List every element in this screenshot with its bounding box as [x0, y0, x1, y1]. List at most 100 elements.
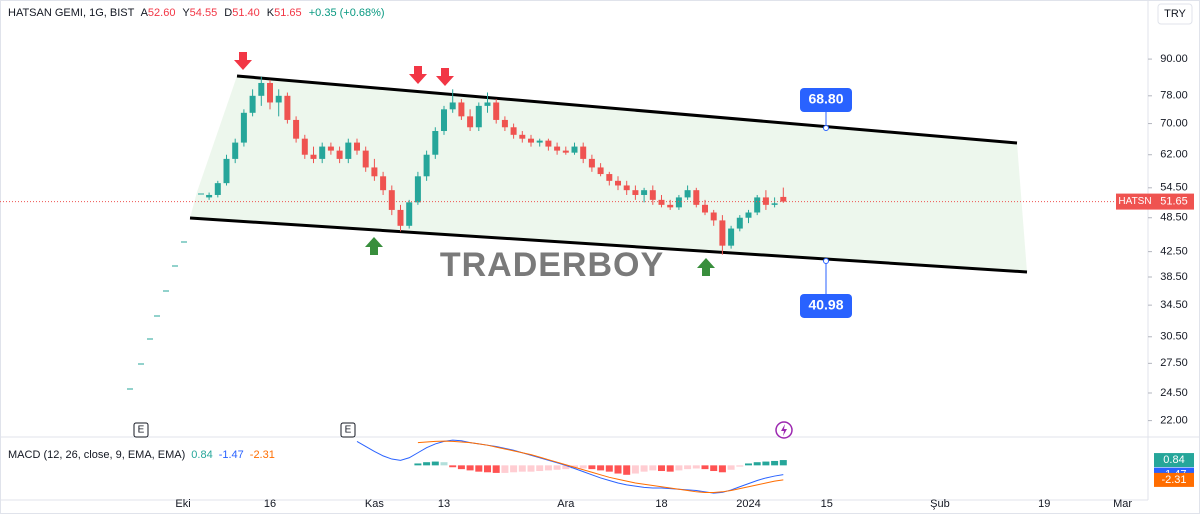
candle-body: [641, 190, 648, 195]
candle-body: [501, 119, 508, 128]
macd-histogram-bar: [684, 465, 692, 470]
macd-histogram-bar: [597, 465, 605, 471]
candle-body: [771, 203, 778, 205]
last-price-badge: 51.65: [1160, 195, 1188, 207]
candle-body: [345, 142, 352, 159]
macd-histogram-bar: [457, 465, 465, 470]
plot: HATSN 51.65 68.80 40.98 MACD (12, 26, close,…: [0, 76, 1194, 494]
macd-legend: MACD (12, 26, close, 9, EMA, EMA) 0.84 -1.…: [8, 449, 275, 461]
channel-lower: [189, 216, 1028, 274]
macd-histogram-bar: [701, 465, 709, 470]
macd-histogram-bar: [449, 465, 457, 468]
x-tick-label: Şub: [930, 498, 950, 510]
low: 51.40: [232, 7, 260, 19]
candle-body: [249, 95, 256, 113]
macd-histogram-bar: [501, 465, 509, 473]
macd-histogram-bar: [762, 461, 770, 466]
candle-body: [223, 158, 230, 184]
x-tick-label: 15: [821, 498, 833, 510]
symbol: HATSAN GEMI, 1G, BIST: [8, 7, 135, 19]
macd-histogram-bar: [675, 465, 683, 471]
candle-body: [719, 220, 726, 246]
candle-body: [240, 112, 247, 143]
candle-body: [588, 158, 595, 168]
candle-body: [658, 199, 665, 205]
macd-histogram-bar: [510, 465, 518, 473]
open: 52.60: [148, 7, 176, 19]
channel-point: [823, 257, 829, 264]
macd-histogram-bar: [745, 463, 752, 466]
macd-histogram-bar: [431, 461, 439, 466]
candle-body: [632, 190, 639, 195]
candle-body: [615, 180, 621, 186]
macd-badge: 0.84: [1163, 454, 1184, 466]
candle-body: [710, 212, 717, 221]
symbol-badge: HATSN: [1118, 196, 1151, 207]
candle-body: [327, 146, 334, 151]
candle-body: [745, 212, 752, 218]
open-label: A: [141, 7, 149, 19]
x-tick-label: 13: [438, 498, 450, 510]
macd-histogram-bar: [736, 465, 744, 467]
currency[interactable]: TRY: [1164, 8, 1186, 20]
macd-legend-value: MACD (12, 26, close, 9, EMA, EMA): [8, 449, 185, 461]
x-tick-label: 2024: [736, 498, 760, 510]
y-tick-label: 70.00: [1160, 117, 1188, 129]
currency-button[interactable]: [1157, 3, 1193, 25]
symbol-badge-bg: [1116, 193, 1154, 210]
event[interactable]: E: [138, 425, 145, 436]
macd-histogram-bar: [640, 465, 648, 472]
candle-body: [371, 167, 378, 177]
candle-body: [423, 154, 430, 177]
low-label: D: [224, 7, 232, 19]
arrows: [234, 52, 715, 276]
y-tick-label: 27.50: [1160, 357, 1188, 369]
candle-body: [649, 190, 656, 200]
candle-body: [258, 82, 265, 96]
macd-legend-value: 0.84: [191, 449, 212, 461]
candle-body: [380, 176, 387, 191]
macd-histogram-bar: [623, 465, 631, 475]
candle-body: [432, 131, 439, 155]
candle-body: [780, 196, 787, 202]
macd-histogram-bar: [553, 465, 561, 470]
channel-label: 68.80: [808, 91, 843, 107]
macd-signal-line: [417, 440, 784, 493]
macd-histogram-bar: [423, 462, 431, 466]
x-tick-label: Mar: [1113, 498, 1132, 510]
event[interactable]: E: [345, 425, 352, 436]
y-tick-label: 30.50: [1160, 331, 1188, 343]
macd-histogram-bar: [484, 465, 491, 473]
candle-body: [510, 127, 517, 135]
candle-body: [301, 138, 308, 155]
last-price-badge-bg: [1154, 193, 1194, 210]
channel-label-bg: [800, 293, 852, 318]
change: +0.35 (+0.68%): [309, 7, 385, 19]
x-tick-label: Eki: [175, 498, 190, 510]
candle-body: [449, 102, 456, 110]
channel-label: 40.98: [808, 297, 843, 313]
y-tick-label: 62.00: [1160, 149, 1188, 161]
event-badge[interactable]: [340, 422, 356, 438]
close: 51.65: [274, 7, 302, 19]
candle-body: [684, 190, 691, 198]
macd-histogram-bar: [614, 465, 622, 474]
macd-badge: -2.31: [1161, 474, 1186, 486]
candle-body: [519, 134, 526, 139]
event-badge[interactable]: [133, 422, 149, 438]
macd-histogram-bar: [658, 465, 665, 472]
macd-histogram-bar: [475, 465, 483, 472]
macd-badge-bg: [1154, 453, 1194, 468]
candle-body: [484, 102, 491, 106]
macd-histogram-bar: [771, 460, 779, 466]
candle-body: [310, 154, 317, 159]
high-label: Y: [182, 7, 190, 19]
candle-body: [414, 176, 421, 203]
candle-body: [693, 190, 700, 205]
candle-body: [406, 202, 413, 226]
macd-histogram-bar: [492, 465, 500, 473]
candle-body: [736, 217, 743, 229]
x-tick-label: 19: [1038, 498, 1050, 510]
candle-body: [754, 197, 761, 213]
